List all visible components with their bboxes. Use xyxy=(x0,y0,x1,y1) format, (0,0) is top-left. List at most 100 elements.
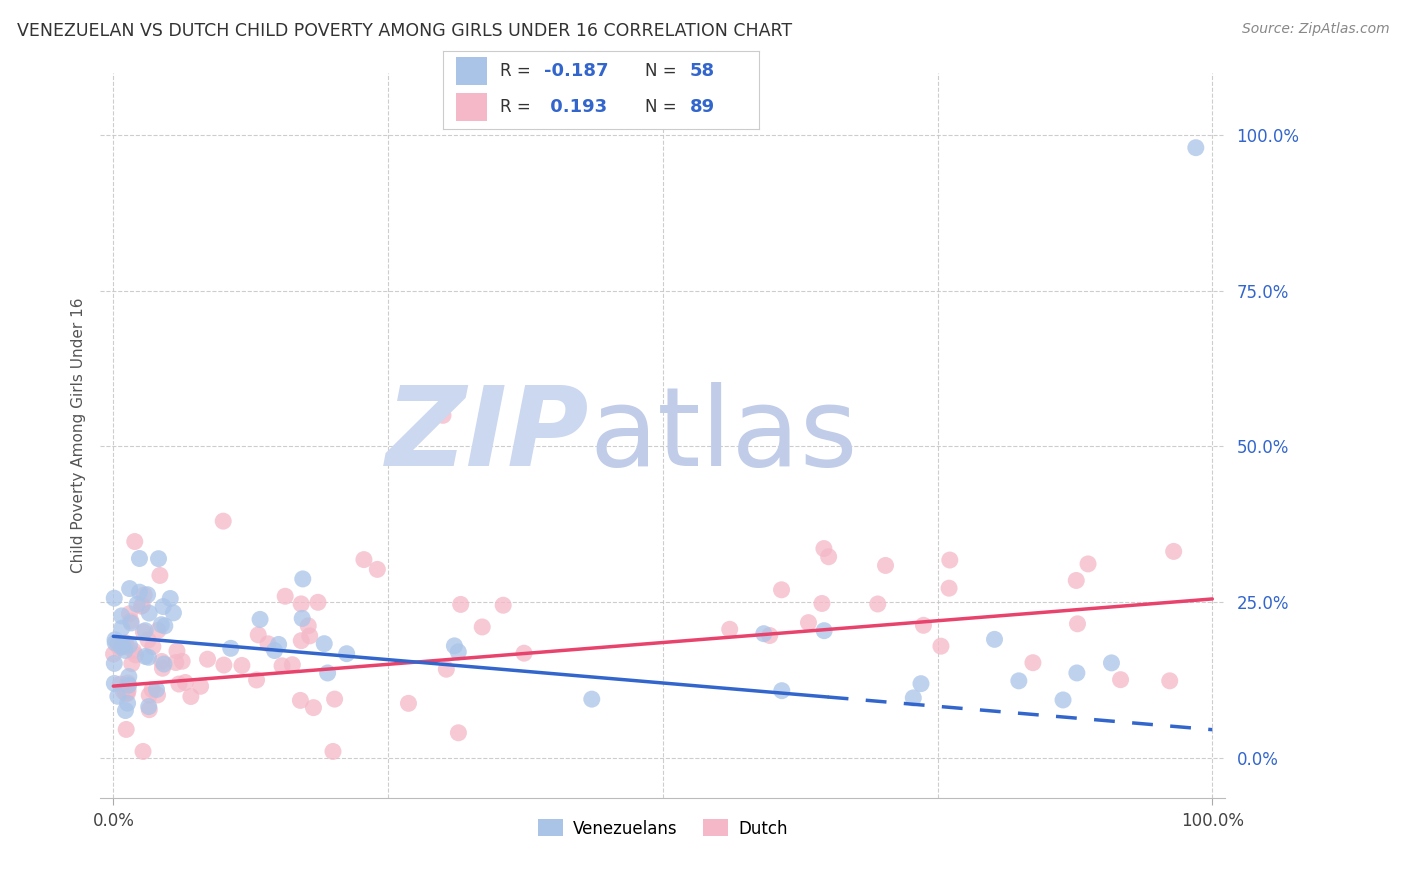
Text: 89: 89 xyxy=(690,98,714,116)
Point xyxy=(167,677,190,691)
Point xyxy=(1101,656,1123,670)
Point xyxy=(153,619,176,633)
Point xyxy=(983,632,1005,647)
Point xyxy=(752,626,775,640)
Text: VENEZUELAN VS DUTCH CHILD POVERTY AMONG GIRLS UNDER 16 CORRELATION CHART: VENEZUELAN VS DUTCH CHILD POVERTY AMONG … xyxy=(17,22,792,40)
Point xyxy=(231,658,253,673)
Point xyxy=(117,686,139,700)
Point xyxy=(111,608,134,623)
Text: Source: ZipAtlas.com: Source: ZipAtlas.com xyxy=(1241,22,1389,37)
Point xyxy=(245,673,267,687)
Point xyxy=(302,700,325,714)
Point xyxy=(134,588,156,602)
Point xyxy=(103,591,125,606)
Point xyxy=(432,409,454,423)
Point xyxy=(281,657,304,672)
Point xyxy=(291,572,314,586)
Point xyxy=(1008,673,1031,688)
Point xyxy=(316,665,339,680)
Point xyxy=(875,558,897,573)
Point xyxy=(307,595,329,609)
Point xyxy=(174,675,197,690)
Point xyxy=(138,688,160,702)
Point xyxy=(146,624,169,638)
Point xyxy=(912,618,935,632)
Point xyxy=(118,582,141,596)
Point xyxy=(118,638,141,652)
Point xyxy=(274,589,297,603)
Point xyxy=(114,643,136,657)
Point xyxy=(103,676,125,690)
Point xyxy=(212,514,235,528)
Point xyxy=(162,606,184,620)
Point xyxy=(219,641,242,656)
Point xyxy=(903,690,925,705)
Point xyxy=(797,615,820,630)
Point xyxy=(290,633,312,648)
Point xyxy=(152,599,174,614)
Point xyxy=(149,568,172,582)
Point xyxy=(298,629,321,643)
Point xyxy=(124,534,146,549)
Point xyxy=(866,597,889,611)
Point xyxy=(107,636,129,650)
Point xyxy=(450,598,472,612)
Point xyxy=(104,632,127,647)
Point xyxy=(267,637,290,651)
Point xyxy=(1066,665,1088,680)
Point xyxy=(111,621,134,635)
Point xyxy=(939,553,962,567)
Point xyxy=(1163,544,1185,558)
Point xyxy=(132,624,155,639)
Point xyxy=(811,597,834,611)
Point xyxy=(103,657,125,671)
Point xyxy=(150,655,173,669)
Point xyxy=(1022,656,1045,670)
Point xyxy=(290,693,312,707)
Point xyxy=(813,541,835,556)
Point xyxy=(124,648,146,662)
Point xyxy=(114,704,136,718)
Point xyxy=(114,636,136,650)
Text: R =: R = xyxy=(501,62,536,80)
Point xyxy=(118,669,141,683)
Point xyxy=(120,615,142,630)
Point xyxy=(117,696,139,710)
Point xyxy=(770,582,793,597)
Point xyxy=(366,562,388,576)
Point xyxy=(131,599,153,613)
Point xyxy=(271,658,294,673)
Point xyxy=(471,620,494,634)
Point xyxy=(128,585,150,599)
Legend: Venezuelans, Dutch: Venezuelans, Dutch xyxy=(531,813,794,844)
Point xyxy=(910,676,932,690)
Point xyxy=(263,643,285,657)
Text: -0.187: -0.187 xyxy=(544,62,609,80)
Text: N =: N = xyxy=(645,98,682,116)
Point xyxy=(1052,693,1074,707)
Point xyxy=(165,656,187,670)
Point xyxy=(107,690,129,704)
Point xyxy=(758,628,780,642)
Point xyxy=(115,687,138,701)
Point xyxy=(447,726,470,740)
Point xyxy=(136,633,159,648)
Point xyxy=(111,639,134,653)
Point xyxy=(190,679,212,693)
Point xyxy=(247,628,270,642)
Text: R =: R = xyxy=(501,98,536,116)
Point xyxy=(336,647,359,661)
Point xyxy=(132,744,155,758)
Point xyxy=(142,640,165,654)
Point xyxy=(138,703,160,717)
Point xyxy=(1064,574,1087,588)
Point xyxy=(138,650,160,665)
Point xyxy=(150,617,173,632)
Point xyxy=(159,591,181,606)
Point xyxy=(115,640,138,654)
Point xyxy=(581,692,603,706)
Point xyxy=(1066,616,1088,631)
Text: ZIP: ZIP xyxy=(387,382,589,489)
Point xyxy=(138,699,160,714)
FancyBboxPatch shape xyxy=(456,94,486,121)
